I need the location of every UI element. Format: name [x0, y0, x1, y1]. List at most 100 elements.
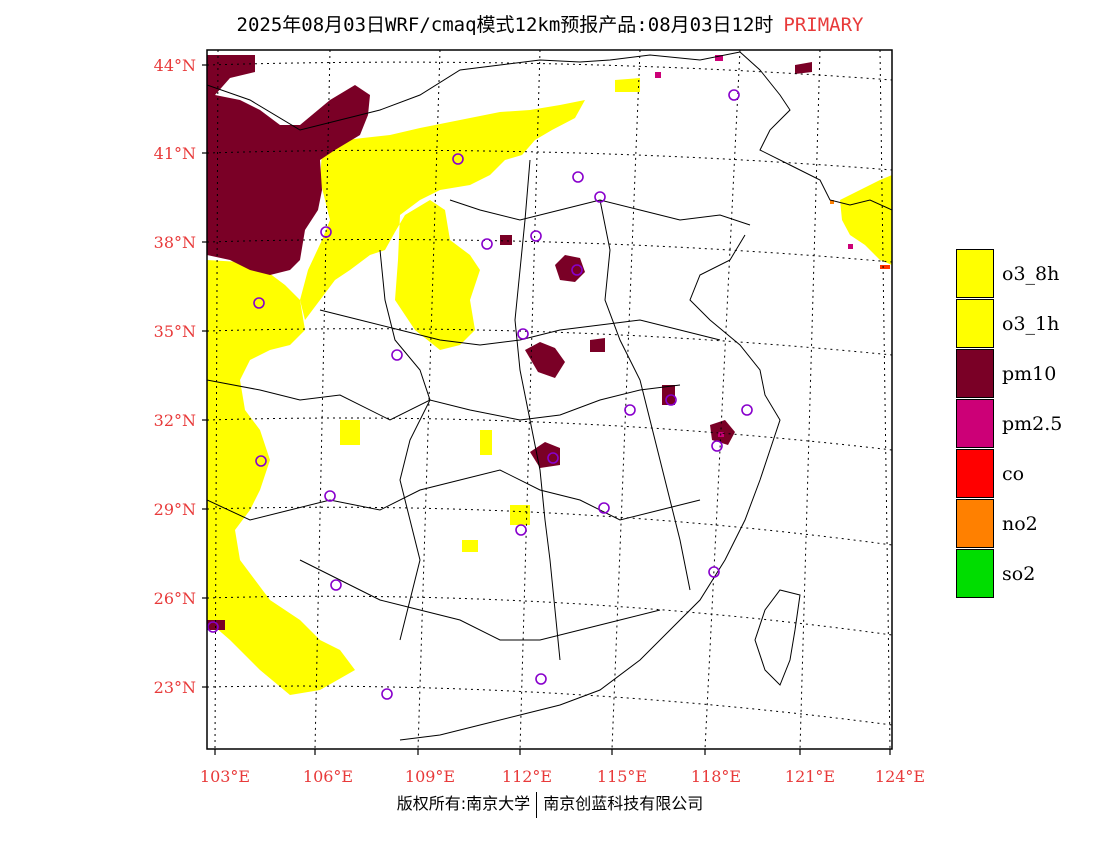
primary-tag: PRIMARY — [783, 14, 864, 36]
legend-swatch — [956, 499, 994, 548]
station-marker — [728, 89, 740, 101]
meridian-103e — [214, 50, 219, 749]
lon-label-115e: 115°E — [597, 767, 647, 786]
legend-item-pm25: pm2.5 — [956, 399, 1100, 449]
o3-inner-4 — [340, 420, 360, 445]
station-marker — [517, 328, 529, 340]
graticule — [207, 50, 892, 749]
map-frame — [206, 49, 893, 750]
station-marker — [330, 579, 342, 591]
station-marker — [391, 349, 403, 361]
parallel-23n — [207, 685, 892, 726]
meridian-115e — [611, 50, 641, 749]
legend-swatch — [956, 399, 994, 448]
map-title: 2025年08月03日WRF/cmaq模式12km预报产品:08月03日12时 P… — [0, 10, 1100, 37]
legend-label: co — [1002, 463, 1025, 485]
station-marker — [381, 688, 393, 700]
pm10-blob-6 — [795, 62, 812, 74]
legend-item-o3-8h: o3_8h — [956, 249, 1100, 299]
lat-label-23n: 23°N — [154, 678, 196, 697]
lat-label-29n: 29°N — [154, 500, 196, 519]
parallel-41n — [207, 149, 892, 171]
lat-label-41n: 41°N — [154, 144, 196, 163]
legend-item-no2: no2 — [956, 499, 1100, 549]
legend-swatch — [956, 299, 994, 348]
coastline-east — [399, 234, 781, 741]
station-marker — [598, 502, 610, 514]
station-marker — [711, 440, 723, 452]
pm25-speck-1 — [715, 55, 723, 61]
station-marker — [530, 230, 542, 242]
station-marker — [452, 153, 464, 165]
pm10-blob-1 — [555, 255, 585, 282]
copyright-right: 南京创蓝科技有限公司 — [543, 794, 704, 813]
legend-label: o3_8h — [1002, 263, 1060, 285]
lon-label-109e: 109°E — [405, 767, 455, 786]
stations — [207, 89, 753, 700]
station-marker — [320, 226, 332, 238]
o3-region — [207, 78, 892, 695]
lon-label-121e: 121°E — [785, 767, 835, 786]
legend-label: so2 — [1002, 563, 1036, 585]
legend-swatch — [956, 349, 994, 398]
lat-label-26n: 26°N — [154, 589, 196, 608]
lon-labels: 103°E 106°E 109°E 112°E 115°E 118°E 121°… — [200, 767, 925, 786]
pm10-blob-3 — [530, 442, 560, 468]
pm10-northwest — [207, 55, 370, 275]
co-speck — [880, 265, 890, 269]
legend-label: o3_1h — [1002, 313, 1060, 335]
provincial-border-2 — [207, 469, 701, 521]
tick-marks — [202, 64, 891, 755]
station-marker — [515, 524, 527, 536]
meridian-121e — [799, 50, 821, 749]
parallel-26n — [207, 595, 892, 636]
provincial-border-3 — [379, 249, 431, 641]
legend-swatch — [956, 249, 994, 298]
pm10-blob-2 — [525, 342, 565, 378]
pm10-blob-7 — [590, 338, 605, 352]
station-marker — [481, 238, 493, 250]
lon-label-124e: 124°E — [875, 767, 925, 786]
meridian-106e — [314, 50, 331, 749]
legend-item-pm10: pm10 — [956, 349, 1100, 399]
pm25-speck-2 — [655, 72, 661, 78]
lat-labels: 44°N 41°N 38°N 35°N 32°N 29°N 26°N 23°N — [154, 56, 196, 697]
lat-label-32n: 32°N — [154, 411, 196, 430]
legend-label: pm10 — [1002, 363, 1057, 385]
lon-label-106e: 106°E — [303, 767, 353, 786]
lat-label-35n: 35°N — [154, 322, 196, 341]
station-marker — [572, 171, 584, 183]
meridian-112e — [519, 50, 541, 749]
o3-inner-5 — [615, 78, 640, 92]
station-marker — [253, 297, 265, 309]
lon-label-112e: 112°E — [502, 767, 552, 786]
legend-swatch — [956, 549, 994, 598]
legend-label: pm2.5 — [1002, 413, 1063, 435]
lon-label-118e: 118°E — [691, 767, 741, 786]
station-marker — [594, 191, 606, 203]
o3-inner-1 — [480, 430, 492, 455]
station-marker — [571, 264, 583, 276]
meridian-109e — [417, 50, 441, 749]
meridian-124e — [879, 50, 891, 749]
station-marker — [624, 404, 636, 416]
o3-west-strip — [207, 260, 355, 695]
lat-label-44n: 44°N — [154, 56, 196, 75]
parallel-38n — [207, 239, 892, 263]
o3-inner-3 — [462, 540, 478, 552]
national-border-north — [207, 51, 741, 131]
provincial-border-5 — [599, 199, 691, 591]
provincial-border-4 — [514, 159, 561, 661]
provincial-border-6 — [299, 559, 661, 641]
meridian-118e — [704, 50, 741, 749]
no2-speck — [830, 200, 834, 204]
provincial-border-7 — [449, 199, 751, 226]
map-area — [207, 50, 892, 749]
copyright-left: 版权所有:南京大学 — [396, 794, 531, 813]
parallel-32n — [207, 417, 892, 451]
station-marker — [255, 455, 267, 467]
o3-north-belt — [300, 100, 585, 350]
station-marker — [547, 452, 559, 464]
copyright-divider — [536, 791, 538, 818]
